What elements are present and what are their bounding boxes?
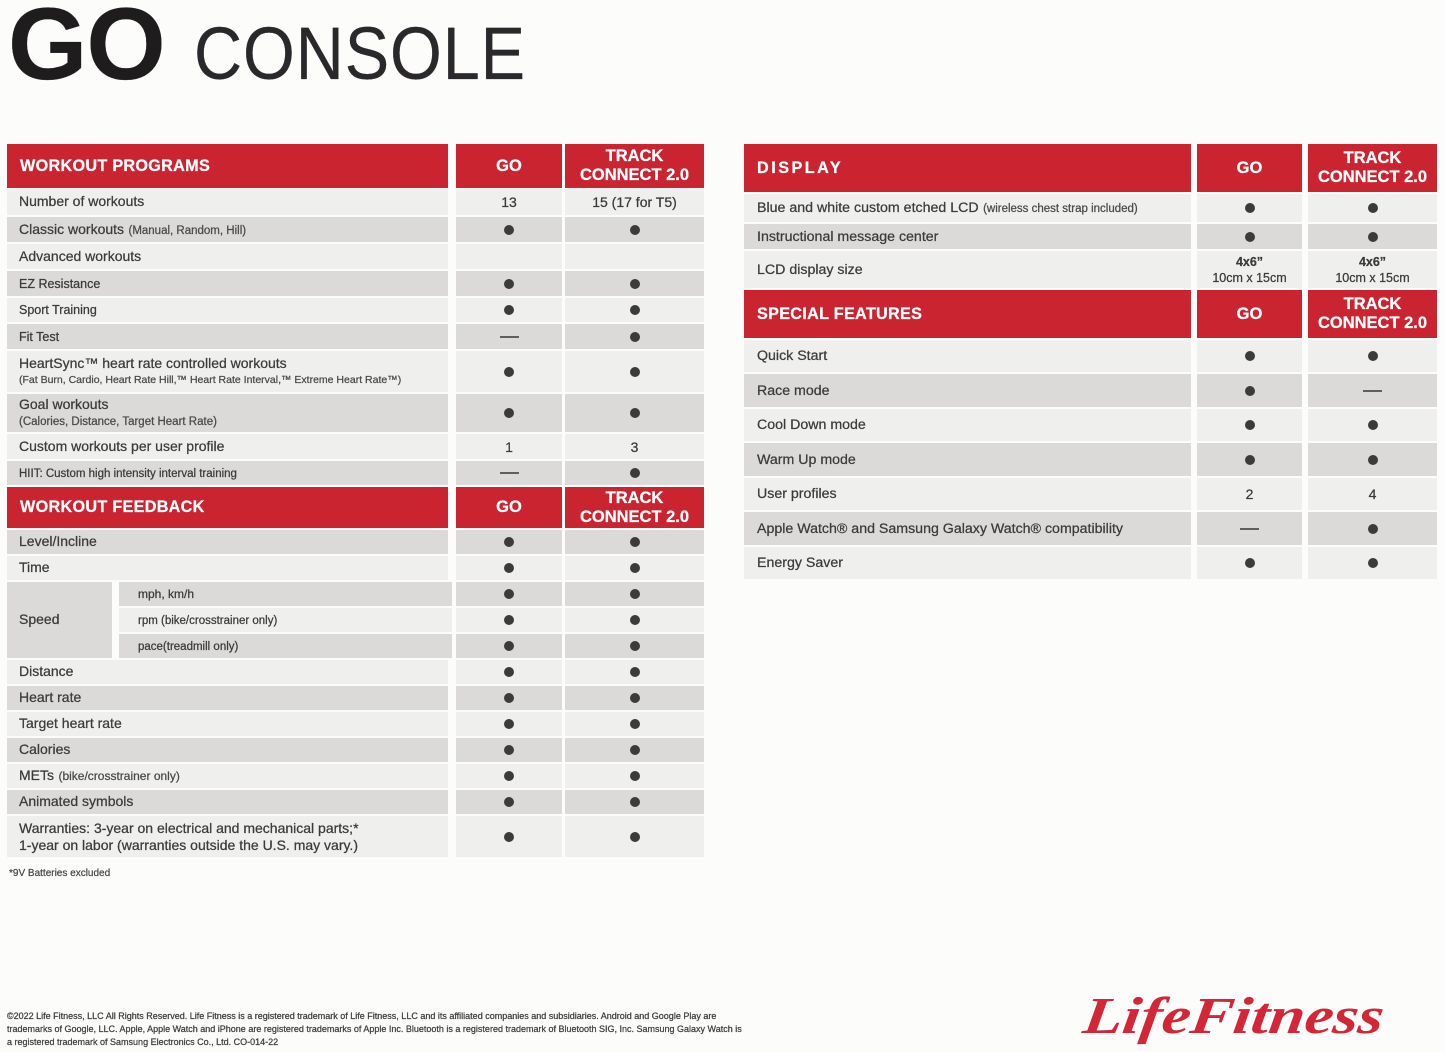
svg-text:LifeFitness: LifeFitness xyxy=(1080,987,1388,1045)
